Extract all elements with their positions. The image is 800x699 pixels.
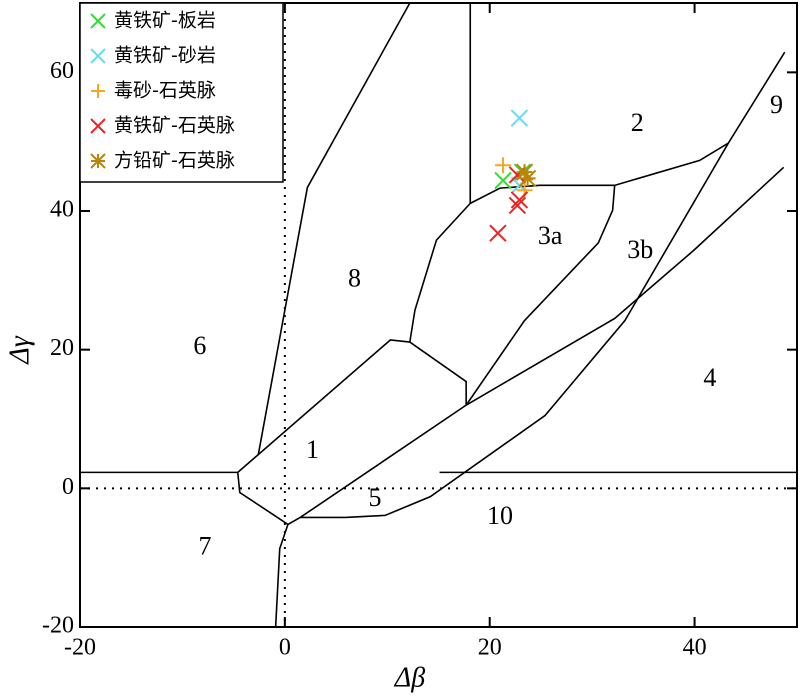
region-label: 2 [631,108,644,137]
region-label: 6 [193,331,206,360]
legend-marker [91,84,105,98]
boundary-line [299,166,785,519]
legend-marker [90,118,106,134]
legend-label: 方铅矿-石英脉 [114,150,235,172]
region-label: 9 [770,90,783,119]
region-label: 7 [198,532,211,561]
scatter-point [495,157,512,174]
scatter-point [494,171,512,190]
plot-frame [79,2,798,628]
region-label: 8 [348,263,361,292]
boundary-line [465,185,616,406]
legend-marker [90,48,106,64]
y-tick-label: 0 [62,474,74,500]
legend-box [79,2,284,183]
scatter-point [515,163,534,181]
legend-label: 黄铁矿-砂岩 [114,45,216,67]
boundary-line [237,339,467,473]
legend-marker [90,153,106,169]
boundary-line [469,142,729,205]
x-tick-label: 20 [478,635,502,661]
scatter-point [518,169,537,188]
scatter-point [489,224,507,242]
y-tick-label: 60 [50,58,74,84]
region-label: 3b [627,235,653,264]
region-label: 10 [487,501,513,530]
y-tick-label: -20 [42,613,74,639]
region-label: 4 [703,363,716,392]
y-tick-label: 40 [50,197,74,223]
x-axis-label: Δβ [394,662,425,693]
boundary-line [80,51,786,526]
x-tick-label: -20 [64,635,96,661]
region-label: 5 [368,483,381,512]
legend-label: 黄铁矿-板岩 [114,10,216,32]
scatter-point [508,196,527,215]
x-tick-label: 0 [279,635,291,661]
x-tick-label: 40 [683,635,707,661]
y-axis-label: Δγ [4,335,35,364]
legend-label: 黄铁矿-石英脉 [114,115,235,137]
y-tick-label: 20 [50,335,74,361]
boundary-line [409,3,472,343]
legend-marker [90,13,106,29]
boundary-line [274,524,289,628]
region-label: 1 [306,435,319,464]
boundary-line [257,2,411,456]
legend-label: 毒砂-石英脉 [114,80,216,102]
region-label: 3a [538,221,563,250]
scatter-point [510,191,529,209]
scatter-point [510,109,529,127]
